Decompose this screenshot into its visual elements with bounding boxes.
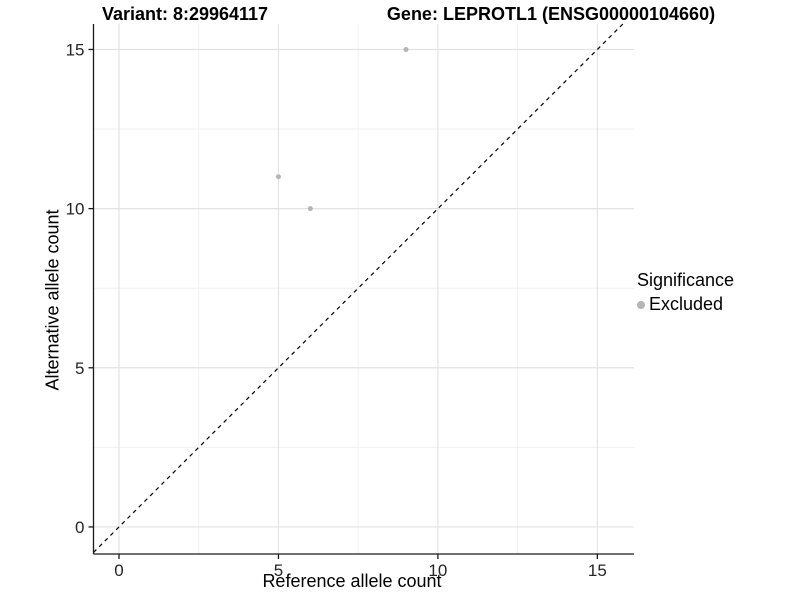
axis-lines xyxy=(92,24,634,555)
data-points xyxy=(275,46,409,212)
y-tick-label: 5 xyxy=(75,359,84,378)
x-tick-label: 0 xyxy=(114,561,123,580)
legend-item-excluded: Excluded xyxy=(637,294,734,315)
y-axis-title: Alternative allele count xyxy=(42,209,63,391)
axis-tick-marks xyxy=(88,48,598,559)
legend-item-label: Excluded xyxy=(649,294,724,314)
y-tick-label: 15 xyxy=(66,40,85,59)
plot-title-variant: Variant: 8:29964117 xyxy=(101,4,269,24)
x-tick-label: 5 xyxy=(274,561,283,580)
x-axis-title: Reference allele count xyxy=(262,571,442,591)
axis-tick-labels: 0 5 10 15 0 5 10 15 xyxy=(66,40,607,580)
legend-title: Significance xyxy=(637,270,735,290)
data-point xyxy=(275,174,281,180)
legend: Significance Excluded xyxy=(637,270,734,315)
y-tick-label: 10 xyxy=(66,200,85,219)
y-tick-label: 0 xyxy=(75,518,84,537)
legend-point-icon xyxy=(637,300,645,309)
major-gridlines xyxy=(93,24,634,554)
data-point xyxy=(307,206,313,212)
x-tick-label: 10 xyxy=(428,561,447,580)
x-tick-label: 15 xyxy=(588,561,607,580)
data-point xyxy=(403,46,409,52)
minor-gridlines xyxy=(93,24,634,554)
plot-title-gene: Gene: LEPROTL1 (ENSG00000104660) xyxy=(386,4,716,24)
